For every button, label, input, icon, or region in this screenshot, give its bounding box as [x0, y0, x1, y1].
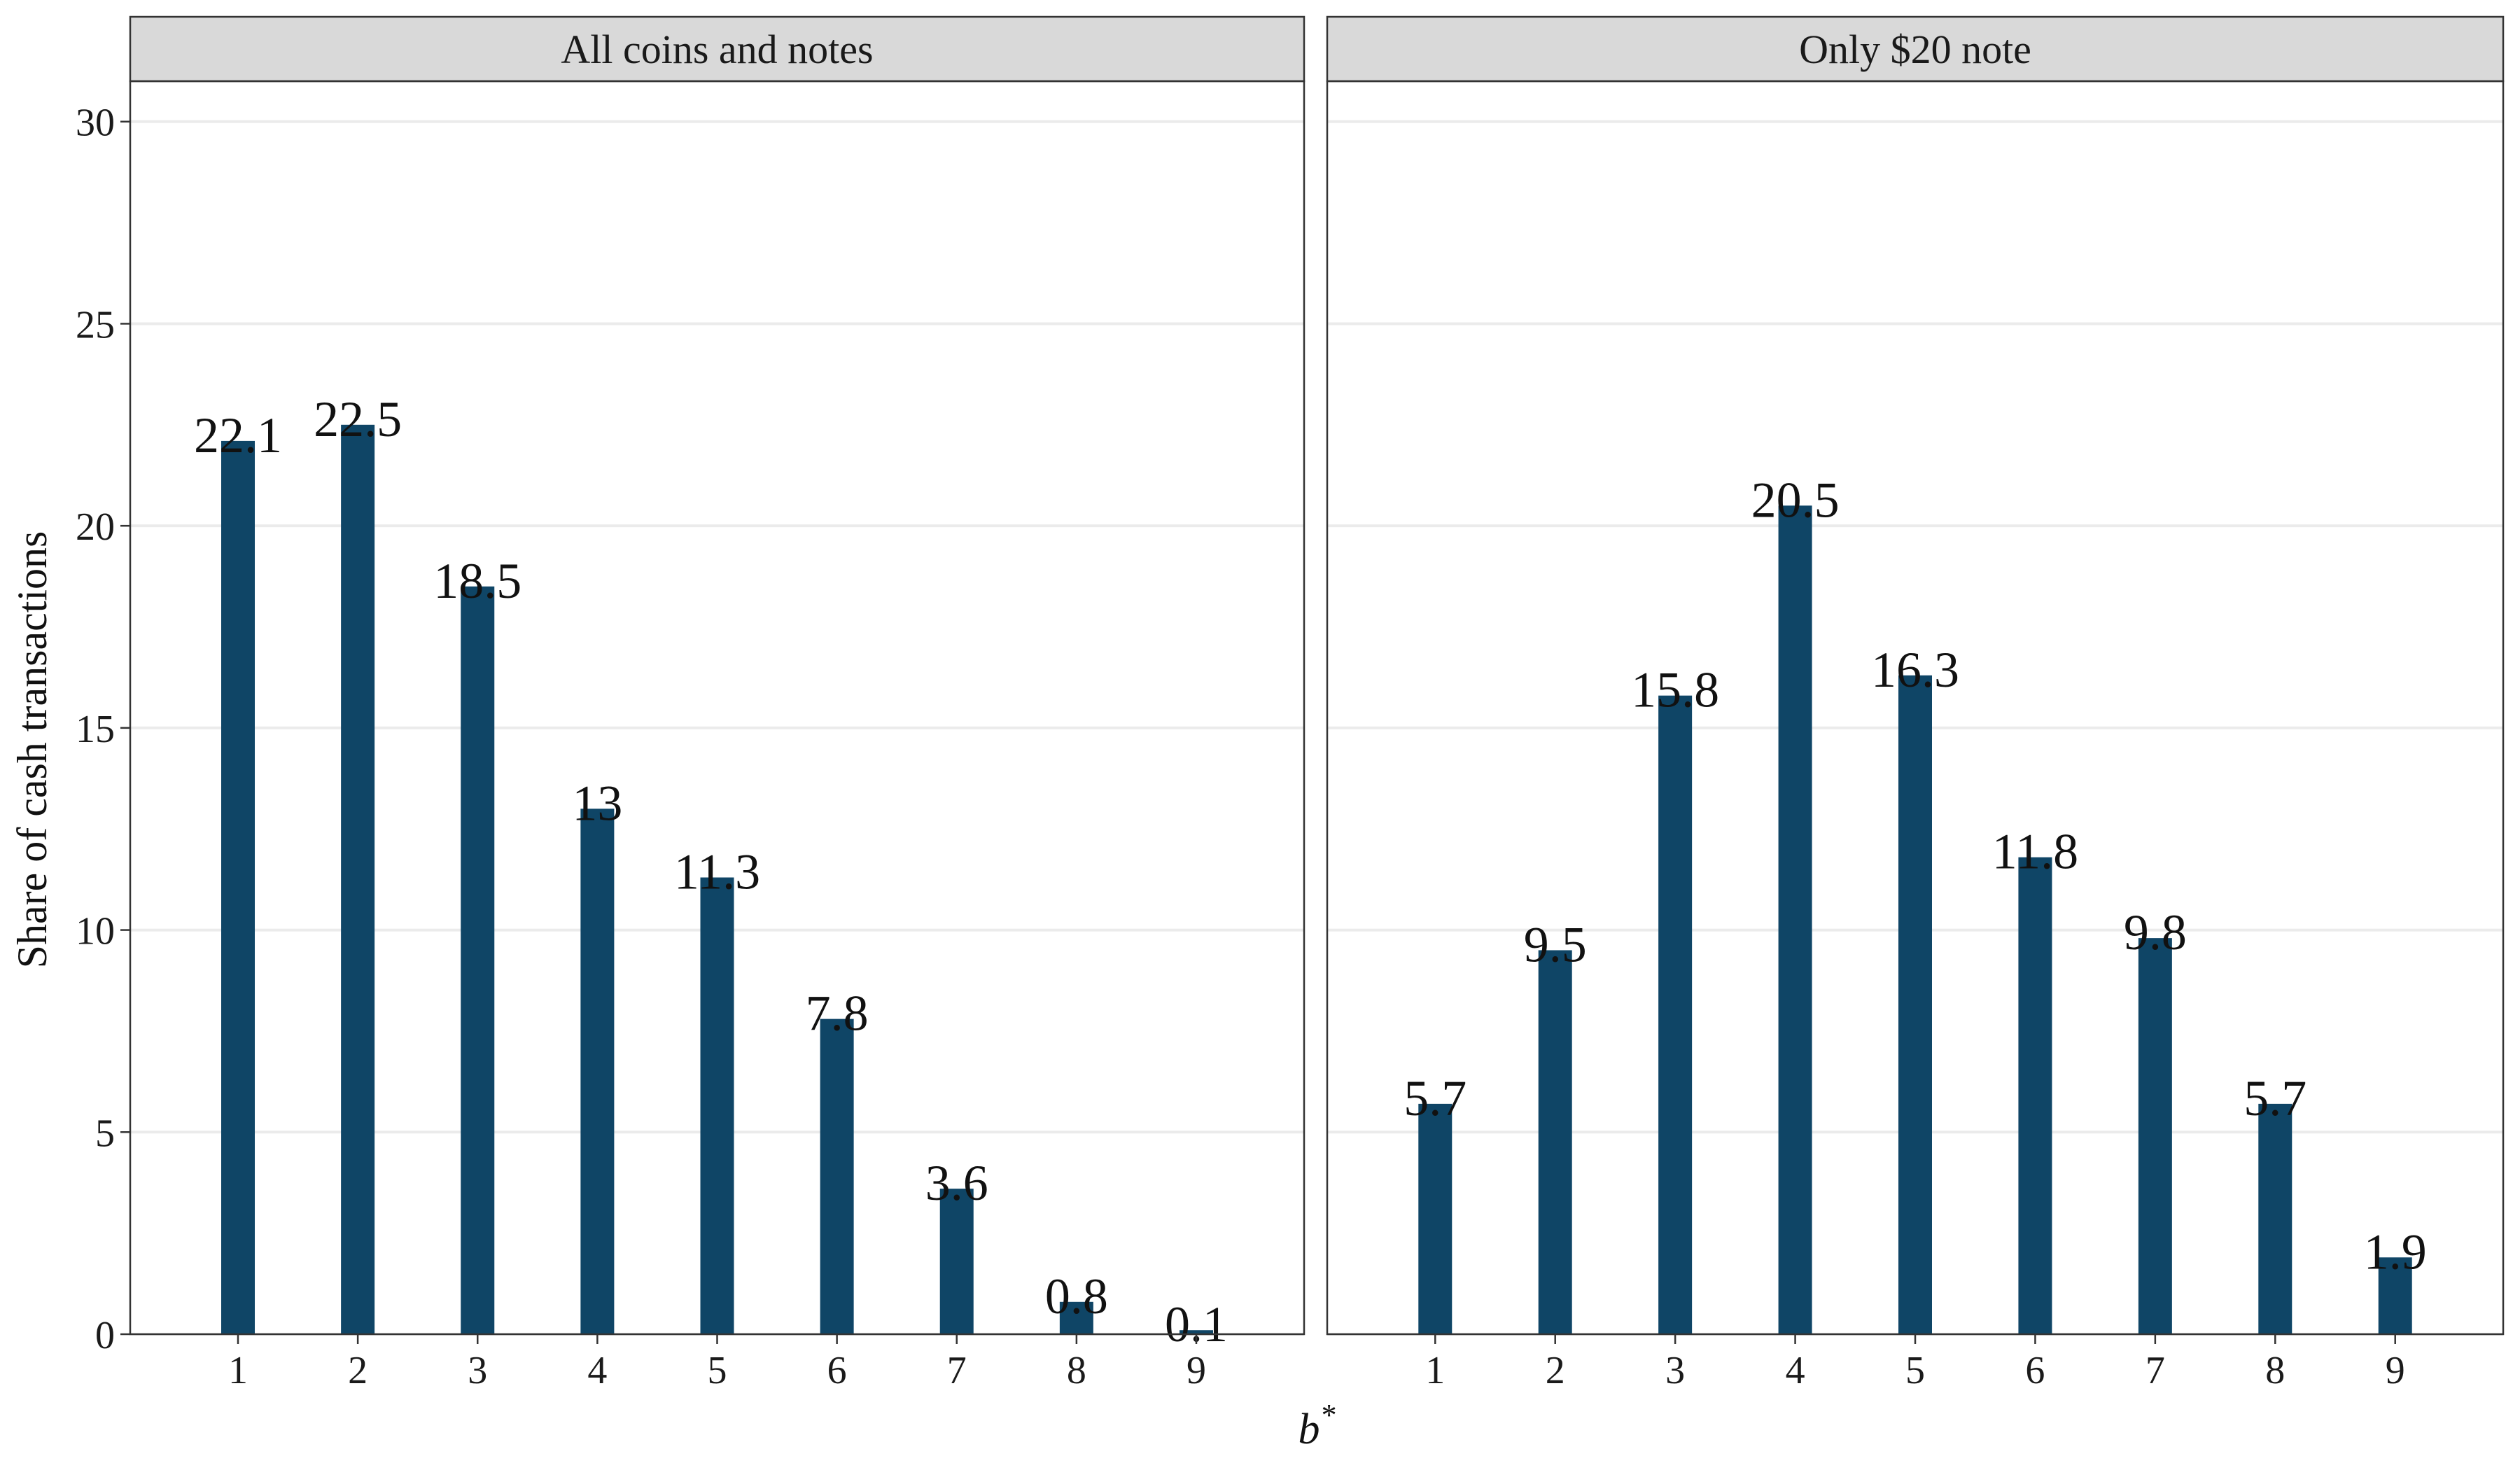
facet-panels: All coins and notes22.1122.5218.5313411.…: [129, 15, 2505, 1392]
facet-panel: All coins and notes 22.1 1 22.5 2 18.5 3 13 4 11.…: [129, 15, 1306, 1392]
bar: [2378, 1257, 2412, 1334]
x-tick-label: 1: [1425, 1349, 1445, 1392]
bar: [1778, 505, 1812, 1335]
x-tick-label: 4: [587, 1349, 607, 1392]
data-label: 20.5: [1751, 472, 1840, 528]
bar: [221, 440, 255, 1334]
bar: [1538, 950, 1572, 1334]
x-tick-label: 3: [468, 1349, 487, 1392]
y-axis-title: Share of cash transactions: [9, 531, 55, 969]
data-label: 5.7: [1404, 1070, 1466, 1126]
data-label: 1.9: [2364, 1224, 2427, 1280]
x-tick-label: 4: [1786, 1349, 1805, 1392]
bar: [820, 1018, 854, 1334]
bar: [2138, 938, 2172, 1334]
data-label: 11.8: [1992, 824, 2078, 880]
x-tick-label: 7: [947, 1349, 967, 1392]
facet-strip: [1326, 15, 2505, 83]
x-tick-label: 5: [708, 1349, 727, 1392]
data-label: 13: [572, 775, 622, 831]
data-label: 15.8: [1631, 662, 1719, 718]
facet-title: Only $20 note: [1799, 27, 2031, 72]
facet-strip: [129, 15, 1306, 83]
bar: [580, 808, 615, 1334]
x-axis-title-text: b: [1298, 1406, 1320, 1453]
x-tick-label: 9: [2386, 1349, 2405, 1392]
y-tick-label: 20: [76, 505, 115, 549]
y-tick-label: 30: [76, 102, 115, 145]
x-tick-label: 2: [348, 1349, 368, 1392]
x-tick-label: 5: [1905, 1349, 1925, 1392]
x-tick-label: 7: [2146, 1349, 2165, 1392]
data-label: 9.5: [1524, 916, 1587, 972]
bar: [2258, 1103, 2292, 1334]
x-tick-label: 6: [827, 1349, 847, 1392]
bar: [700, 877, 734, 1334]
x-axis-title: b*: [1298, 1398, 1336, 1453]
x-axis-title-superscript: *: [1320, 1398, 1336, 1432]
bar: [1658, 695, 1693, 1334]
bar: [1418, 1103, 1452, 1334]
data-label: 16.3: [1871, 642, 1959, 698]
x-tick-label: 2: [1546, 1349, 1565, 1392]
panel-border: [1326, 80, 2505, 1336]
bar: [1179, 1330, 1213, 1334]
data-label: 3.6: [925, 1155, 988, 1211]
data-label: 11.3: [674, 844, 760, 900]
y-tick-label: 0: [95, 1314, 115, 1357]
data-label: 9.8: [2124, 904, 2187, 960]
facet-panel: Only $20 note 5.7 1 9.5 2 15.8 3 20.5 4 16.3 5 11.8…: [1326, 15, 2505, 1392]
x-tick-label: 8: [1067, 1349, 1086, 1392]
data-label: 22.5: [314, 391, 402, 447]
data-label: 18.5: [433, 553, 522, 609]
x-tick-label: 6: [2025, 1349, 2045, 1392]
bar: [1898, 675, 1932, 1334]
y-tick-label: 10: [76, 910, 115, 953]
bar: [341, 424, 375, 1335]
data-label: 7.8: [806, 986, 869, 1042]
y-tick-label: 15: [76, 708, 115, 751]
x-tick-label: 8: [2265, 1349, 2285, 1392]
data-label: 0.8: [1045, 1268, 1108, 1324]
y-tick-label: 5: [95, 1112, 115, 1155]
bar: [2018, 857, 2052, 1334]
y-tick-label: 25: [76, 303, 115, 346]
panel-border: [129, 80, 1306, 1336]
x-tick-label: 1: [228, 1349, 248, 1392]
bar: [939, 1189, 974, 1334]
data-label: 0.1: [1165, 1296, 1228, 1352]
data-label: 5.7: [2244, 1070, 2306, 1126]
data-label: 22.1: [194, 407, 282, 463]
y-axis: 0 5 10 15 20 25 30: [76, 102, 130, 1357]
facet-title: All coins and notes: [561, 27, 873, 72]
x-tick-label: 3: [1665, 1349, 1685, 1392]
bar: [461, 586, 495, 1334]
bar: [1059, 1301, 1093, 1334]
x-tick-label: 9: [1186, 1349, 1206, 1392]
